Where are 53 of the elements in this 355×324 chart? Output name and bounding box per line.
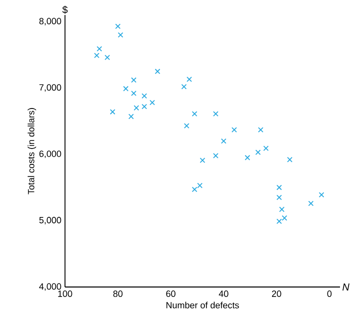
x-axis-title: Number of defects bbox=[166, 302, 239, 308]
point bbox=[244, 154, 250, 160]
point bbox=[287, 156, 292, 162]
point bbox=[279, 206, 285, 212]
point bbox=[213, 111, 218, 117]
point bbox=[118, 32, 124, 38]
point bbox=[142, 104, 148, 110]
point bbox=[276, 194, 282, 200]
point bbox=[213, 152, 218, 158]
y-tick-label: 5,000 bbox=[39, 216, 62, 224]
point bbox=[276, 218, 282, 224]
point bbox=[131, 90, 136, 96]
point bbox=[128, 114, 134, 120]
point bbox=[263, 146, 269, 152]
point bbox=[318, 192, 324, 198]
point bbox=[104, 54, 110, 60]
point bbox=[123, 86, 129, 92]
x-tick-label: 80 bbox=[113, 290, 123, 297]
point bbox=[134, 105, 140, 111]
point bbox=[142, 93, 148, 99]
point bbox=[184, 123, 190, 128]
point bbox=[255, 150, 261, 156]
y-tick-label: 8,000 bbox=[39, 18, 62, 26]
point bbox=[258, 127, 264, 132]
point bbox=[232, 127, 237, 132]
x-tick-label: 60 bbox=[166, 290, 176, 297]
y-tick-label: 6,000 bbox=[39, 150, 62, 158]
y-tick-label: 4,000 bbox=[39, 283, 62, 291]
text: $ bbox=[62, 6, 68, 14]
point bbox=[94, 52, 100, 58]
point bbox=[186, 76, 192, 82]
x-tick-label: 0 bbox=[327, 290, 332, 297]
point bbox=[96, 46, 102, 52]
y-tick-label: 7,000 bbox=[39, 84, 62, 92]
point bbox=[181, 84, 187, 90]
point bbox=[150, 100, 155, 106]
point bbox=[200, 158, 206, 163]
text: N bbox=[342, 284, 350, 290]
y-axis-title: Total costs (in dollars) bbox=[28, 108, 36, 194]
point bbox=[110, 109, 116, 115]
point bbox=[154, 68, 160, 74]
x-tick-label: 40 bbox=[218, 290, 228, 297]
point bbox=[115, 24, 121, 29]
point bbox=[197, 182, 203, 188]
point bbox=[220, 138, 226, 144]
point bbox=[308, 200, 314, 206]
x-tick-label: 20 bbox=[272, 290, 282, 297]
point bbox=[276, 184, 282, 190]
x-tick-label: 100 bbox=[58, 290, 72, 297]
point bbox=[192, 186, 198, 192]
point bbox=[131, 77, 136, 83]
point bbox=[192, 111, 198, 117]
point bbox=[282, 215, 288, 221]
